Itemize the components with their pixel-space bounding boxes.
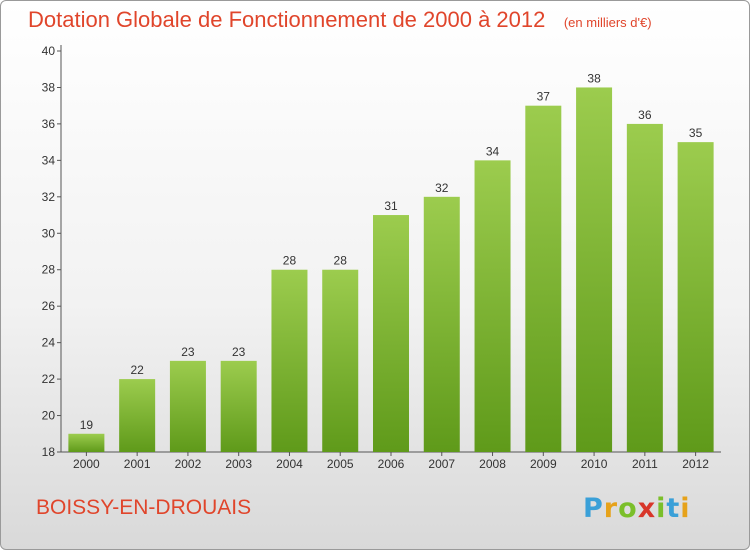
bar bbox=[423, 196, 460, 452]
y-tick-label: 18 bbox=[42, 445, 56, 459]
bar bbox=[626, 123, 663, 452]
title-row: Dotation Globale de Fonctionnement de 20… bbox=[28, 7, 652, 33]
y-tick-label: 20 bbox=[42, 409, 56, 423]
chart-subtitle: (en milliers d'€) bbox=[563, 15, 652, 30]
logo-letter: P bbox=[583, 493, 604, 524]
logo-letter: x bbox=[637, 493, 657, 524]
y-tick-label: 28 bbox=[42, 263, 56, 277]
bar bbox=[373, 215, 409, 452]
bar-value-label: 22 bbox=[130, 363, 144, 377]
chart-title: Dotation Globale de Fonctionnement de 20… bbox=[28, 7, 546, 32]
bar-value-label: 31 bbox=[384, 199, 398, 213]
bar-value-label: 36 bbox=[638, 108, 652, 122]
bar bbox=[474, 160, 511, 452]
y-tick-label: 40 bbox=[42, 44, 56, 58]
logo-letter: o bbox=[618, 493, 638, 524]
x-tick-label: 2002 bbox=[175, 457, 202, 471]
logo-letter: i bbox=[656, 493, 667, 524]
logo-letter: t bbox=[666, 493, 681, 524]
x-tick-label: 2003 bbox=[225, 457, 252, 471]
y-tick-label: 34 bbox=[42, 153, 56, 167]
bar bbox=[220, 360, 257, 452]
bar bbox=[271, 269, 308, 452]
y-tick-label: 36 bbox=[42, 117, 56, 131]
bar bbox=[169, 360, 206, 452]
x-tick-label: 2005 bbox=[327, 457, 354, 471]
y-tick-label: 30 bbox=[42, 226, 56, 240]
bar-value-label: 34 bbox=[486, 144, 500, 158]
x-tick-label: 2007 bbox=[428, 457, 455, 471]
bar-value-label: 28 bbox=[334, 254, 348, 268]
bar bbox=[677, 142, 714, 453]
x-tick-label: 2009 bbox=[530, 457, 557, 471]
bar-value-label: 32 bbox=[435, 181, 449, 195]
y-tick-label: 38 bbox=[42, 80, 56, 94]
y-tick-label: 24 bbox=[42, 336, 56, 350]
bar-value-label: 23 bbox=[232, 345, 246, 359]
y-tick-label: 26 bbox=[42, 299, 56, 313]
bar-value-label: 35 bbox=[689, 126, 703, 140]
logo-letter: i bbox=[680, 493, 691, 524]
bar bbox=[322, 269, 359, 452]
bar bbox=[576, 87, 613, 453]
x-tick-label: 2006 bbox=[378, 457, 405, 471]
x-tick-label: 2012 bbox=[682, 457, 709, 471]
bar-value-label: 19 bbox=[80, 418, 94, 432]
logo-letter: r bbox=[603, 493, 619, 524]
y-tick-label: 32 bbox=[42, 190, 56, 204]
bar bbox=[68, 433, 105, 452]
city-name: BOISSY-EN-DROUAIS bbox=[36, 496, 252, 519]
x-tick-label: 2011 bbox=[632, 457, 658, 471]
x-tick-label: 2004 bbox=[276, 457, 303, 471]
x-tick-label: 2000 bbox=[73, 457, 100, 471]
x-tick-label: 2010 bbox=[581, 457, 608, 471]
bar-value-label: 23 bbox=[181, 345, 195, 359]
bar-value-label: 28 bbox=[283, 254, 297, 268]
bar bbox=[525, 105, 562, 452]
x-tick-label: 2008 bbox=[479, 457, 506, 471]
x-tick-label: 2001 bbox=[124, 457, 151, 471]
bar-value-label: 37 bbox=[537, 90, 551, 104]
y-tick-label: 22 bbox=[42, 372, 56, 386]
bar-value-label: 38 bbox=[587, 71, 601, 85]
proxiti-logo[interactable]: Proxiti bbox=[583, 493, 691, 524]
bar bbox=[119, 379, 156, 452]
